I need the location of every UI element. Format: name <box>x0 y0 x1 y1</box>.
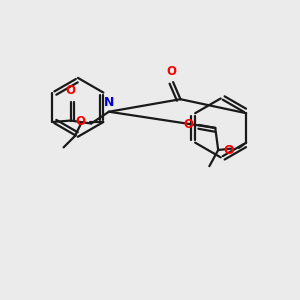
Text: O: O <box>223 143 234 157</box>
Text: O: O <box>183 118 193 131</box>
Text: O: O <box>66 84 76 97</box>
Text: O: O <box>167 65 177 78</box>
Text: N: N <box>104 96 114 109</box>
Text: O: O <box>76 115 86 128</box>
